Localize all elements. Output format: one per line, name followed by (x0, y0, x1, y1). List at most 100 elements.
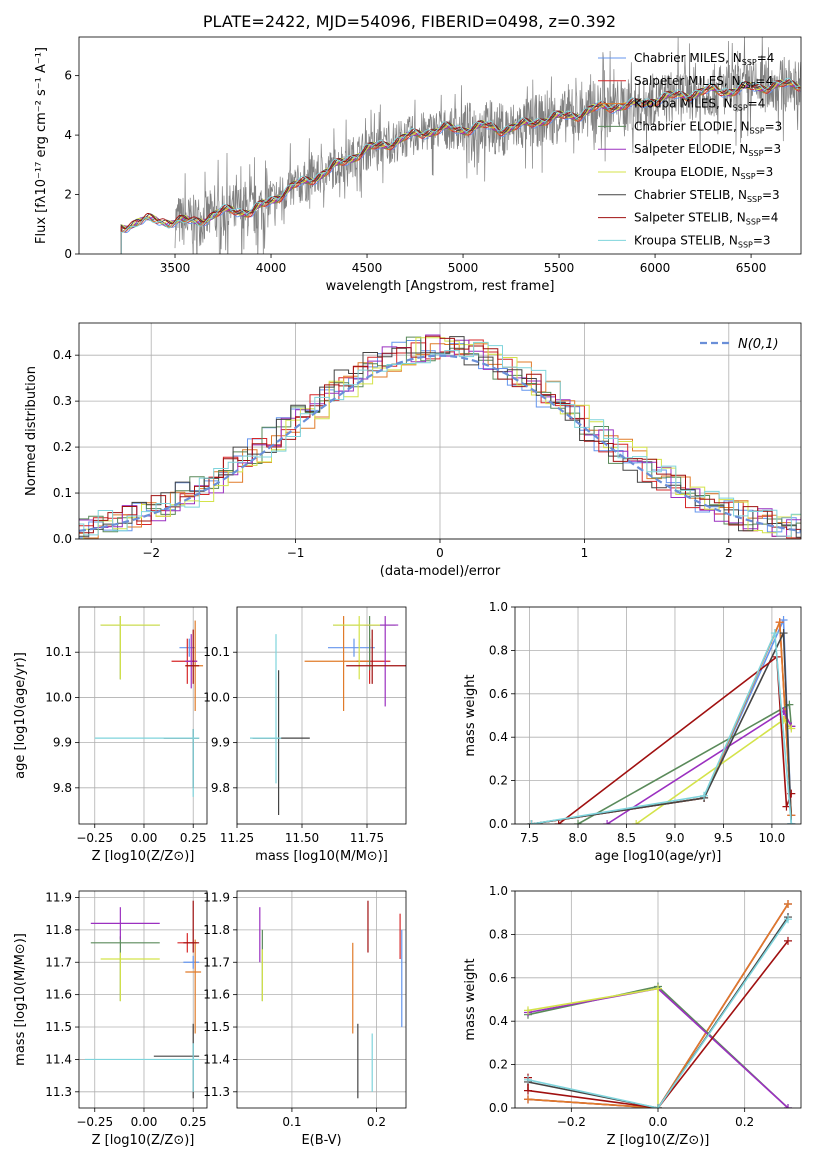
mass_vs_Z-axes: −0.25 0.00 0.25 11.3 11.4 11.5 11.6 11.7 11.8 11.… (45, 890, 207, 1129)
mass_vs_ebv-xtick-label: 0.2 (367, 1115, 386, 1129)
residuals-xlabel: (data-model)/error (380, 564, 501, 579)
massweight_vs_Z-series-line (527, 918, 789, 1108)
spectrum-model-salpeter-stelib (120, 79, 801, 254)
mass_vs_ebv-ytick-label: 11.6 (203, 988, 230, 1002)
mass_vs_Z-xtick-label: 0.00 (131, 1115, 158, 1129)
massweight_vs_age-series-marker (779, 616, 788, 625)
massweight_vs_Z-ytick-label: 0.8 (489, 927, 508, 941)
residuals-xtick-label: −1 (287, 546, 305, 560)
spectrum-xtick-label: 3500 (160, 261, 191, 275)
massweight_vs_age-series-line (577, 703, 793, 824)
massweight_vs_age-series-line (531, 621, 793, 824)
mass_vs_Z-ytick-label: 11.6 (45, 988, 72, 1002)
residuals-ytick-label: 0.4 (53, 348, 72, 362)
massweight_vs_Z-series-marker (524, 1095, 532, 1104)
age_vs_Z-plot-area (94, 616, 204, 797)
massweight_vs_age-ytick-label: 0.2 (489, 774, 508, 788)
mass_vs_Z-xtick-label: 0.25 (180, 1115, 207, 1129)
mass_vs_Z-plot-area (84, 900, 202, 1099)
age_vs_mass-ytick-label: 10.0 (203, 690, 230, 704)
residuals-frame (78, 322, 802, 540)
age_vs_mass-plot-area (250, 616, 406, 815)
spectrum-ytick-label: 4 (64, 128, 72, 142)
residuals-xtick-label: 0 (436, 546, 444, 560)
massweight_vs_age-xtick-label: 8.5 (617, 831, 636, 845)
massweight_vs_Z-xlabel: Z [log10(Z/Z⊙)] (607, 1133, 710, 1148)
mass_vs_ebv-ytick-label: 11.8 (203, 923, 230, 937)
massweight_vs_age-ytick-label: 0.4 (489, 730, 508, 744)
massweight_vs_age-xtick-label: 10.0 (759, 831, 786, 845)
mass_vs_Z-xtick-label: −0.25 (76, 1115, 113, 1129)
mass_vs_ebv-axes: 0.1 0.2 11.3 11.4 11.5 11.6 11.7 11.8 11.9 (203, 890, 406, 1129)
residuals-plot-area (79, 334, 801, 539)
age_vs_Z-ylabel: age [log10(age/yr)] (13, 652, 28, 779)
spectrum-xtick-label: 5500 (544, 261, 575, 275)
mass_vs_ebv-xtick-label: 0.1 (282, 1115, 301, 1129)
massweight_vs_age-series-marker (603, 820, 612, 824)
massweight_vs_age-series-marker (632, 820, 641, 824)
massweight_vs_Z-xtick-label: −0.2 (557, 1115, 586, 1129)
massweight_vs_Z-series-line (527, 916, 789, 1108)
age_vs_Z-axes: −0.25 0.00 0.25 9.8 9.9 10.0 10.1 (45, 607, 207, 845)
residuals-ytick-label: 0.1 (53, 486, 72, 500)
massweight_vs_age-series-marker (775, 618, 784, 627)
massweight_vs_Z-series-marker (654, 1104, 662, 1108)
massweight_vs_Z-plot-area (524, 900, 792, 1108)
histogram-chabrier-stelib (79, 336, 801, 538)
legend-label: Kroupa ELODIE, NSSP=3 (634, 165, 773, 181)
age_vs_mass-ytick-label: 10.1 (203, 645, 230, 659)
spectrum-model-kroupa-stelib (120, 77, 801, 254)
massweight_vs_Z-series-marker (784, 915, 792, 924)
massweight_vs_age-series-line (531, 632, 793, 824)
residuals-ytick-label: 0.3 (53, 394, 72, 408)
massweight_vs_age-series-marker (700, 791, 709, 800)
spectrum-ytick-label: 0 (64, 247, 72, 261)
massweight_vs_age-series-marker (574, 820, 583, 824)
mass_vs_ebv-ytick-label: 11.4 (203, 1052, 230, 1066)
massweight_vs_Z-series-marker (784, 1104, 792, 1108)
age_vs_mass-xtick-label: 11.75 (350, 831, 384, 845)
age_vs_Z-xtick-label: −0.25 (76, 831, 113, 845)
spectrum-ylabel: Flux [fλ10⁻¹⁷ erg cm⁻² s⁻¹ A⁻¹] (34, 47, 49, 244)
histogram-kroupa-elodie (79, 337, 801, 539)
massweight_vs_age-ytick-label: 1.0 (489, 600, 508, 614)
normal-curve (79, 354, 801, 532)
massweight_vs_Z-series-line (527, 940, 789, 1108)
residuals-ytick-label: 0.2 (53, 440, 72, 454)
massweight_vs_Z-ylabel: mass weight (463, 958, 478, 1040)
mass_vs_Z-ytick-label: 11.3 (45, 1085, 72, 1099)
massweight_vs_Z-series-marker (654, 984, 662, 993)
massweight_vs_age-series-marker (554, 820, 563, 824)
spectrum-frame (78, 36, 802, 255)
massweight_vs_age-axes: 7.5 8.0 8.5 9.0 9.5 10.0 0.0 0.2 0.4 0.6 0.8 1.0 (489, 600, 801, 845)
age_vs_Z-frame (78, 606, 208, 825)
massweight_vs_Z-ytick-label: 1.0 (489, 884, 508, 898)
massweight_vs_Z-series-marker (784, 900, 792, 909)
age_vs_Z-xtick-label: 0.00 (131, 831, 158, 845)
spectrum-plot-area (120, 37, 801, 254)
massweight_vs_age-frame (514, 606, 802, 825)
massweight_vs_age-ytick-label: 0.6 (489, 687, 508, 701)
mass_vs_ebv-ytick-label: 11.7 (203, 955, 230, 969)
massweight_vs_age-xlabel: age [log10(age/yr)] (595, 849, 722, 864)
legend-label: Chabrier MILES, NSSP=4 (634, 51, 774, 67)
mass_vs_Z-frame (78, 890, 208, 1109)
massweight_vs_Z-series-marker (524, 1006, 532, 1015)
spectrum-xtick-label: 4000 (256, 261, 287, 275)
figure-title: PLATE=2422, MJD=54096, FIBERID=0498, z=0… (202, 12, 617, 31)
mass_vs_ebv-xlabel: E(B-V) (301, 1133, 341, 1148)
spectrum-ytick-label: 2 (64, 188, 72, 202)
legend-label: Chabrier ELODIE, NSSP=3 (634, 119, 782, 135)
age_vs_mass-axes: 11.25 11.50 11.75 9.8 9.9 10.0 10.1 (203, 607, 406, 845)
massweight_vs_age-xtick-label: 9.5 (714, 831, 733, 845)
massweight_vs_Z-series-line (527, 903, 789, 1108)
legend-label: Kroupa MILES, NSSP=4 (634, 97, 765, 113)
age_vs_mass-xtick-label: 11.25 (220, 831, 254, 845)
spectrum-model-chabrier-stelib (120, 79, 801, 254)
mass_vs_Z-ytick-label: 11.9 (45, 890, 72, 904)
mass_vs_Z-xlabel: Z [log10(Z/Z⊙)] (92, 1133, 195, 1148)
massweight_vs_age-series-marker (770, 629, 779, 638)
spectrum-axes: 3500 4000 4500 5000 5500 6000 6500 0 2 4 6 (64, 69, 766, 275)
residuals-xtick-label: 1 (581, 546, 589, 560)
